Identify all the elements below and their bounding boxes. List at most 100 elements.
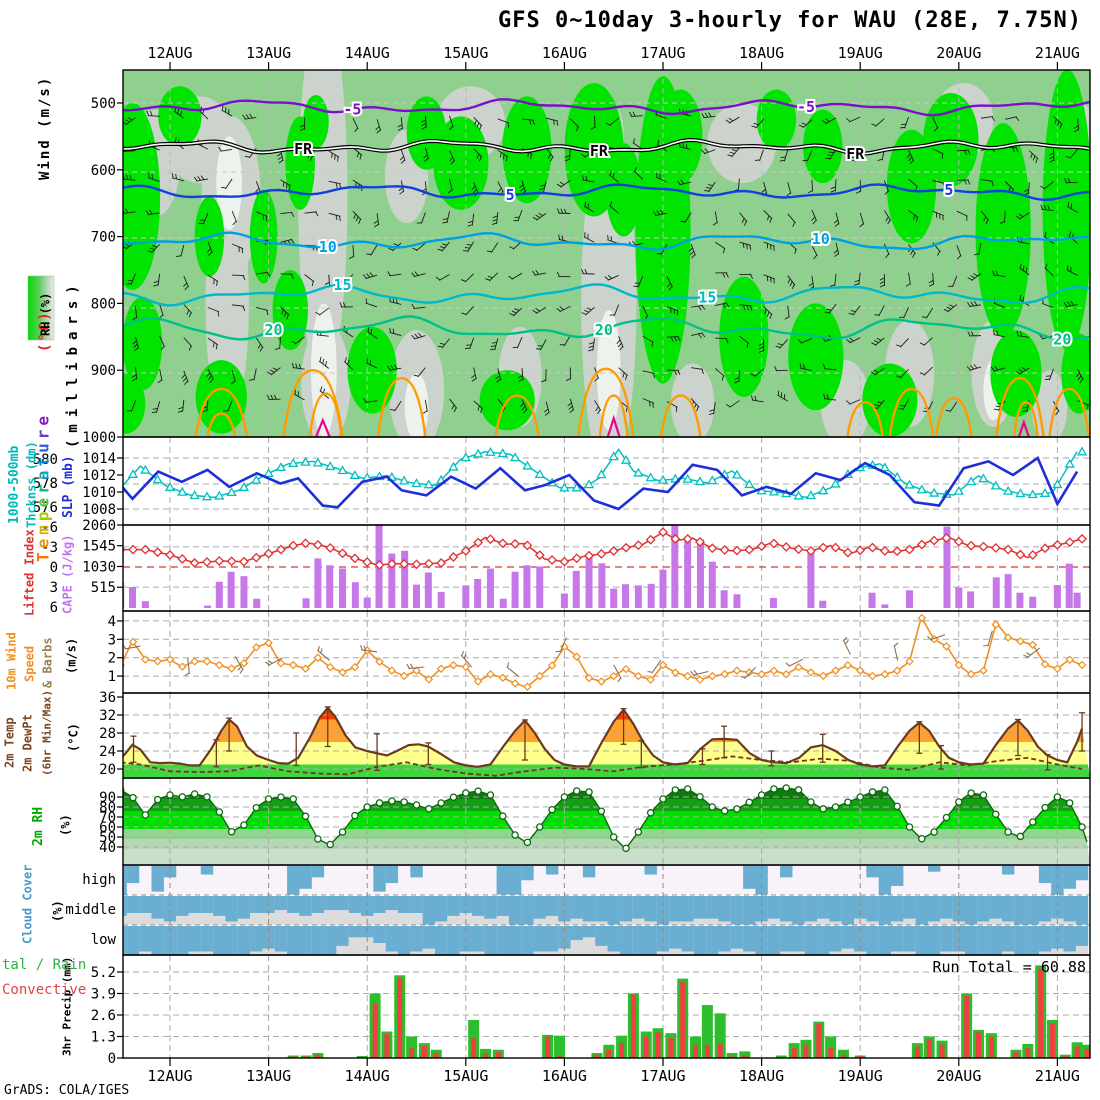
precip-convective-bar — [857, 1056, 863, 1058]
contour-label-FR: FR — [294, 140, 313, 158]
cloud-row-label-middle: middle — [65, 902, 116, 918]
panel-slp-thickness — [123, 437, 1090, 525]
panel-cloud-cover — [123, 865, 1090, 955]
panel-precip — [123, 955, 1090, 1058]
precip-convective-bar — [1038, 968, 1044, 1058]
cape-bar — [572, 570, 580, 608]
axis-label-barbs-label: & Barbs — [40, 637, 54, 688]
cape-bar — [240, 576, 248, 608]
contour-label-20: 20 — [1053, 330, 1071, 348]
precip-total-bar — [356, 1056, 368, 1058]
cape-bar — [203, 605, 211, 608]
cape-bar — [769, 597, 777, 608]
axis-label-temperature: Temperature — [33, 412, 52, 562]
axis-label-ms-units: (m/s) — [64, 638, 78, 674]
axis-label-temp2m-label: 2m Temp — [2, 717, 16, 768]
axis-tick-label: 50 — [99, 830, 116, 846]
cape-bar — [955, 587, 963, 608]
panel-bg-3 — [123, 611, 1090, 693]
precip-convective-bar — [1062, 1056, 1068, 1058]
x-axis-label-top: 15AUG — [443, 44, 488, 62]
axis-tick-label: 1.3 — [91, 1029, 116, 1045]
axis-label-minmax-label: (6hr Min/Max) — [41, 690, 54, 776]
precip-convective-bar — [988, 1036, 994, 1058]
cape-bar — [424, 572, 432, 608]
x-axis-label-top: 19AUG — [838, 44, 883, 62]
axis-tick-label: 32 — [99, 708, 116, 724]
axis-label-temp-units: (°C) — [37, 310, 53, 352]
contour-label-20: 20 — [595, 321, 613, 339]
precip-convective-bar — [433, 1053, 439, 1058]
cape-bar — [992, 577, 1000, 608]
precip-convective-bar — [384, 1034, 390, 1058]
axis-tick-label: 1 — [108, 669, 116, 685]
cape-bar — [437, 591, 445, 608]
axis-tick-label: 2060 — [82, 518, 116, 534]
grads-credit: GrADS: COLA/IGES — [4, 1083, 130, 1098]
contour-label-5: 5 — [944, 181, 953, 199]
cape-bar — [671, 525, 679, 608]
cape-bar — [486, 568, 494, 608]
x-axis-label-top: 18AUG — [739, 44, 784, 62]
precip-convective-bar — [372, 1003, 378, 1058]
cape-bar — [253, 598, 261, 608]
legend-convective: Convective — [2, 982, 87, 998]
cape-bar — [585, 557, 593, 608]
axis-tick-label: 0 — [108, 1051, 116, 1067]
axis-tick-label: 2.6 — [91, 1008, 116, 1024]
cape-bar — [302, 598, 310, 608]
precip-convective-bar — [964, 995, 970, 1058]
cape-bar — [943, 526, 951, 608]
cape-bar — [610, 588, 618, 608]
axis-tick-label: 20 — [99, 762, 116, 778]
axis-label-wind-units: Wind (m/s) — [37, 76, 53, 180]
cape-bar — [819, 600, 827, 608]
axis-tick-label: 1000 — [82, 430, 116, 446]
precip-convective-bar — [816, 1023, 822, 1058]
precip-convective-bar — [1049, 1023, 1055, 1058]
contour-label-5: 5 — [506, 186, 515, 204]
precip-convective-bar — [471, 1038, 477, 1058]
cape-bar — [622, 584, 630, 608]
x-axis-label-top: 12AUG — [147, 44, 192, 62]
precip-convective-bar — [1074, 1046, 1080, 1058]
precip-total-bar — [825, 1036, 837, 1058]
axis-tick-label: 80 — [99, 800, 116, 816]
contour-label-10: 10 — [812, 230, 830, 248]
precip-convective-bar — [655, 1032, 661, 1058]
axis-tick-label: 90 — [99, 790, 116, 806]
cape-bar — [868, 592, 876, 608]
precip-convective-bar — [303, 1056, 309, 1058]
axis-tick-label: 36 — [99, 690, 116, 706]
contour-label-FR: FR — [590, 142, 609, 160]
cloud-row-label-high: high — [82, 872, 116, 888]
axis-tick-label: 1008 — [82, 502, 116, 518]
cape-bar — [1016, 592, 1024, 608]
axis-tick-label: 6 — [50, 600, 58, 616]
x-axis-label-top: 20AUG — [936, 44, 981, 62]
x-axis-label-bottom: 17AUG — [640, 1067, 685, 1085]
contour-label-FR: FR — [846, 145, 865, 163]
axis-tick-label: 576 — [33, 500, 58, 516]
axis-label-cloud-cover-label: Cloud Cover — [20, 865, 34, 944]
precip-convective-bar — [630, 994, 636, 1058]
precip-convective-bar — [680, 981, 686, 1058]
cape-bar — [1073, 592, 1081, 608]
axis-tick-label: 580 — [33, 452, 58, 468]
precip-convective-bar — [803, 1044, 809, 1058]
axis-tick-label: 1010 — [82, 485, 116, 501]
cape-bar — [536, 566, 544, 608]
cape-bar — [733, 594, 741, 608]
cape-bar — [967, 591, 975, 608]
panel-bg-1 — [123, 437, 1090, 525]
axis-tick-label: 70 — [99, 810, 116, 826]
cape-bar — [314, 558, 322, 608]
cape-bar — [462, 585, 470, 608]
panel-upper-air: -5 -5 FR FR FR 5 5 10 10 15 15 20 20 20 — [123, 70, 1090, 437]
precip-total-bar — [553, 1035, 565, 1058]
precip-convective-bar — [668, 1038, 674, 1058]
cape-bar — [1053, 585, 1061, 608]
axis-tick-label: 24 — [99, 744, 116, 760]
axis-tick-label: 60 — [99, 820, 116, 836]
